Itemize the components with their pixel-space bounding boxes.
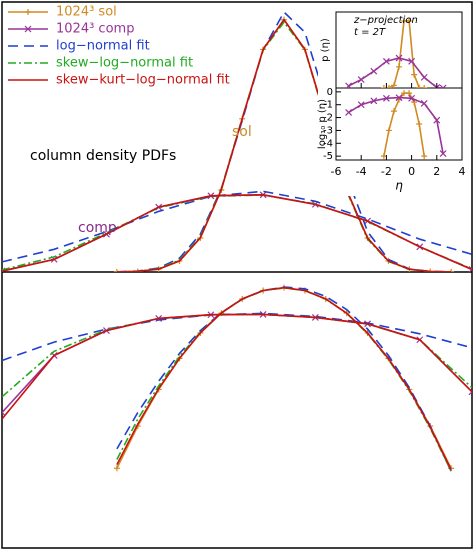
line (116, 286, 452, 470)
line (116, 20, 452, 272)
annotation: sol (232, 124, 252, 140)
main-plot: 1024³ sol 1024³ comp log−normal fit skew−lo… (2, 5, 472, 472)
y-axis-label: p (η) (320, 38, 331, 62)
x-tick-label: 2 (433, 165, 440, 178)
x-tick-label: 0 (408, 165, 415, 178)
y-tick-label: -2 (323, 113, 333, 124)
y-tick-label: -5 (323, 151, 333, 162)
legend-label: 1024³ sol (56, 5, 117, 20)
line (2, 313, 472, 414)
inset-annotation: t = 2T (354, 27, 386, 38)
line (2, 313, 472, 420)
annotation: comp (78, 220, 117, 236)
line (2, 312, 472, 362)
line (116, 18, 452, 272)
legend-label: skew−kurt−log−normal fit (56, 73, 230, 88)
x-axis-label: η (395, 179, 403, 193)
legend-label: log−normal fit (56, 39, 150, 54)
y-tick-label: -3 (323, 125, 333, 136)
y-tick-label: 0 (327, 87, 333, 98)
y-tick-label: -4 (323, 138, 333, 149)
x-tick-label: 4 (459, 165, 466, 178)
marker (468, 266, 472, 272)
line (348, 96, 444, 154)
inset-annotation: z−projection (353, 15, 418, 26)
line (383, 20, 425, 88)
x-tick-label: -2 (381, 165, 392, 178)
line (2, 190, 472, 263)
marker (25, 9, 31, 15)
line (2, 313, 472, 398)
legend-label: skew−log−normal fit (56, 56, 193, 71)
y-axis-label: log₁₀ p (η) (317, 99, 328, 149)
inset-background (318, 3, 471, 196)
inset-plot: -6 -4 -2 0 2 40-1-2-3-4-5ηp (η)log₁₀ p (η)z−p… (317, 15, 466, 193)
legend-label: 1024³ comp (56, 22, 134, 37)
line (116, 10, 452, 272)
marker (24, 25, 32, 33)
y-tick-label: -1 (323, 100, 333, 111)
line (2, 193, 472, 272)
line (116, 287, 452, 472)
line (383, 92, 425, 157)
x-tick-label: -6 (331, 165, 342, 178)
annotation: column density PDFs (30, 148, 176, 164)
line (348, 57, 444, 88)
x-tick-label: -4 (356, 165, 367, 178)
